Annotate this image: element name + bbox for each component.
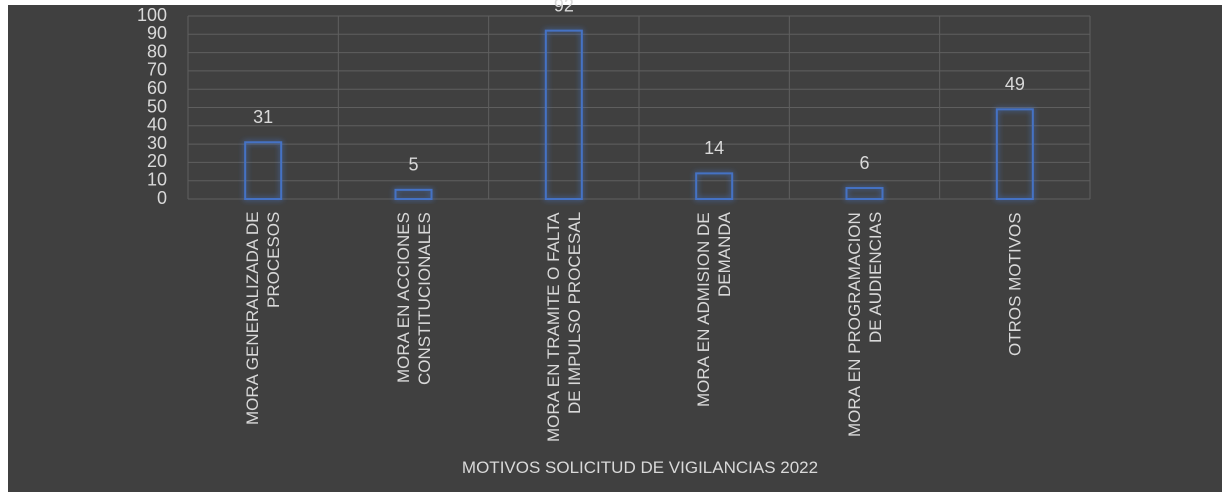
y-tick-label: 100 xyxy=(137,5,167,25)
y-tick-label: 90 xyxy=(147,23,167,43)
data-label: 5 xyxy=(408,155,418,175)
x-tick-label: MORA EN TRAMITE O FALTA DE IMPULSO PROCE… xyxy=(543,212,584,442)
chart-background xyxy=(8,5,1222,492)
y-tick-label: 50 xyxy=(147,96,167,116)
x-tick-label: OTROS MOTIVOS xyxy=(1005,212,1025,356)
x-tick-label: MORA GENERALIZADA DE PROCESOS xyxy=(243,212,284,426)
bar xyxy=(394,188,433,201)
bar xyxy=(995,108,1034,200)
bar xyxy=(544,29,583,200)
x-tick-label: MORA EN ACCIONES CONSTITUCIONALES xyxy=(393,212,434,385)
x-tick-label: MORA EN ADMISION DE DEMANDA xyxy=(694,212,735,407)
x-tick-label: MORA EN PROGRAMACION DE AUDIENCIAS xyxy=(844,212,885,437)
data-label: 49 xyxy=(1005,74,1025,94)
y-tick-label: 20 xyxy=(147,151,167,171)
y-tick-label: 80 xyxy=(147,41,167,61)
y-tick-label: 70 xyxy=(147,60,167,80)
bar xyxy=(845,187,884,201)
data-label: 6 xyxy=(859,153,869,173)
y-tick-label: 0 xyxy=(157,188,167,208)
y-tick-label: 10 xyxy=(147,169,167,189)
x-axis-title: MOTIVOS SOLICITUD DE VIGILANCIAS 2022 xyxy=(461,458,819,477)
data-label: 92 xyxy=(554,0,574,15)
y-tick-label: 30 xyxy=(147,133,167,153)
y-tick-label: 40 xyxy=(147,115,167,135)
data-label: 31 xyxy=(253,107,273,127)
bar xyxy=(244,141,283,201)
y-tick-label: 60 xyxy=(147,78,167,98)
bar xyxy=(695,172,734,201)
data-label: 14 xyxy=(704,138,724,158)
